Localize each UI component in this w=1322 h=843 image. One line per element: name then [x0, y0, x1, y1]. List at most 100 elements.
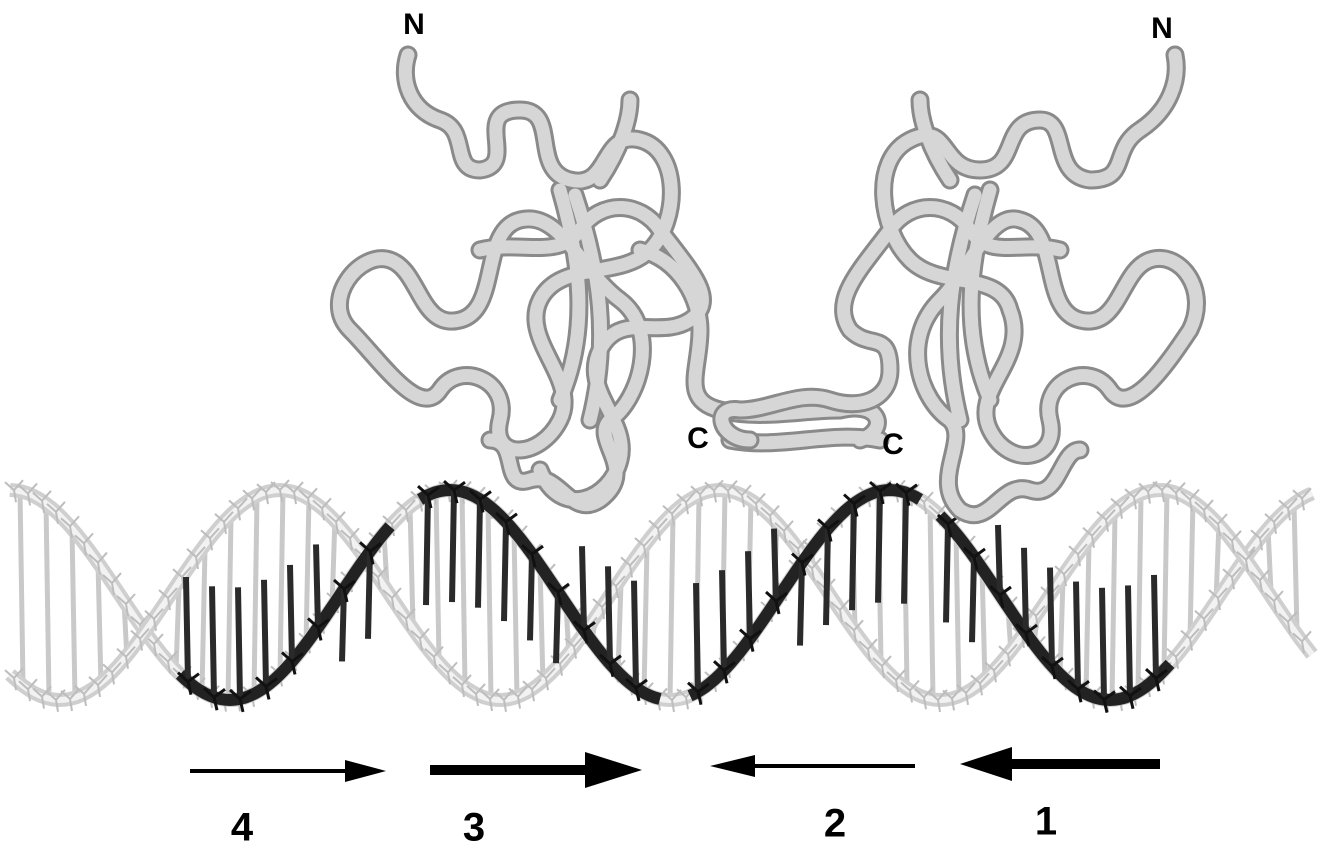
atom-bonds — [718, 480, 738, 503]
bound-base — [527, 554, 535, 641]
bound-atoms — [1066, 679, 1090, 703]
atom-bonds — [1264, 590, 1284, 614]
base-pair — [979, 568, 988, 682]
bound-base — [261, 579, 269, 687]
bound-base — [797, 562, 805, 646]
atom-bonds — [1250, 527, 1270, 551]
n-terminus-label: N — [1151, 12, 1173, 45]
bound-base — [823, 528, 831, 626]
bound-atoms — [868, 480, 892, 505]
bound-atoms — [358, 541, 382, 565]
bound-atoms — [228, 688, 252, 713]
bound-base — [969, 556, 977, 643]
atom-bonds — [46, 501, 66, 525]
atom-bonds — [564, 635, 584, 659]
bound-atoms — [442, 480, 466, 504]
arrow-head — [345, 760, 386, 782]
bound-base — [1073, 581, 1081, 690]
atom-bonds — [214, 511, 234, 534]
atom-bonds — [60, 515, 80, 539]
bound-base — [1151, 574, 1159, 679]
bound-base — [475, 499, 483, 608]
atom-bonds — [872, 655, 892, 679]
bound-atoms — [894, 482, 918, 507]
bound-atoms — [988, 584, 1012, 609]
atom-bonds — [4, 667, 24, 691]
atom-bonds — [382, 587, 402, 611]
base-pair — [1265, 528, 1274, 593]
bound-base — [745, 551, 753, 639]
atom-bonds — [900, 679, 920, 703]
bound-base — [943, 523, 951, 623]
dna — [4, 479, 1318, 713]
base-pair — [1135, 495, 1144, 692]
atom-bonds — [522, 678, 542, 702]
bound-base — [313, 544, 321, 628]
atom-bonds — [74, 532, 94, 556]
atom-bonds — [648, 517, 668, 541]
bound-atoms — [1092, 689, 1116, 713]
bound-atoms — [468, 489, 492, 513]
atom-bonds — [1264, 511, 1284, 534]
bound-atoms — [176, 671, 200, 696]
atom-bonds — [242, 487, 262, 511]
bound-base — [849, 503, 857, 611]
atom-bonds — [284, 481, 304, 505]
atom-bonds — [452, 674, 472, 698]
base-pair — [1161, 490, 1170, 671]
arrows — [190, 747, 1160, 788]
bound-base — [771, 528, 779, 602]
base-pair — [251, 497, 260, 694]
atom-bonds — [928, 689, 948, 713]
site-label: 3 — [463, 806, 485, 843]
atom-bonds — [1068, 543, 1088, 567]
atom-bonds — [116, 646, 136, 669]
atom-bonds — [410, 627, 430, 651]
atom-bonds — [1152, 479, 1172, 503]
atom-bonds — [46, 689, 66, 712]
atom-bonds — [200, 527, 220, 551]
base-pair — [953, 533, 962, 698]
bound-base — [693, 582, 701, 692]
bound-atoms — [686, 681, 710, 706]
atom-bonds — [1124, 486, 1144, 510]
bound-atoms — [842, 493, 866, 517]
base-pair — [95, 562, 104, 685]
atom-bonds — [494, 689, 514, 712]
atom-bonds — [886, 669, 906, 693]
atom-bonds — [1082, 525, 1102, 548]
base-pair — [511, 530, 520, 698]
atom-bonds — [4, 479, 24, 503]
base-pair — [303, 497, 312, 645]
bound-atoms — [962, 546, 986, 571]
atom-bonds — [32, 490, 52, 513]
atom-bonds — [1054, 563, 1074, 587]
bound-base — [901, 492, 909, 604]
bound-base — [235, 587, 243, 699]
atom-bonds — [1138, 480, 1158, 504]
site-label: 4 — [231, 806, 254, 843]
atom-bonds — [844, 619, 864, 643]
site-label: 2 — [824, 802, 846, 843]
bound-atoms — [712, 660, 736, 684]
bound-base — [553, 591, 561, 664]
bound-base — [1099, 587, 1107, 700]
atom-bonds — [1208, 587, 1228, 611]
atom-bonds — [88, 674, 108, 698]
atom-bonds — [116, 593, 136, 617]
bound-atoms — [1144, 668, 1168, 692]
bound-base — [605, 566, 613, 664]
arrow-head — [710, 755, 755, 777]
base-pair — [485, 505, 494, 699]
bound-atoms — [494, 511, 518, 536]
atom-bonds — [340, 527, 360, 551]
atom-bonds — [662, 503, 682, 526]
bound-atoms — [624, 677, 648, 702]
atom-bonds — [466, 683, 486, 707]
base-pair — [667, 515, 676, 701]
atom-bonds — [984, 659, 1004, 683]
atom-bonds — [1166, 482, 1186, 505]
base-pair — [69, 528, 78, 699]
base-pair — [1109, 513, 1118, 700]
